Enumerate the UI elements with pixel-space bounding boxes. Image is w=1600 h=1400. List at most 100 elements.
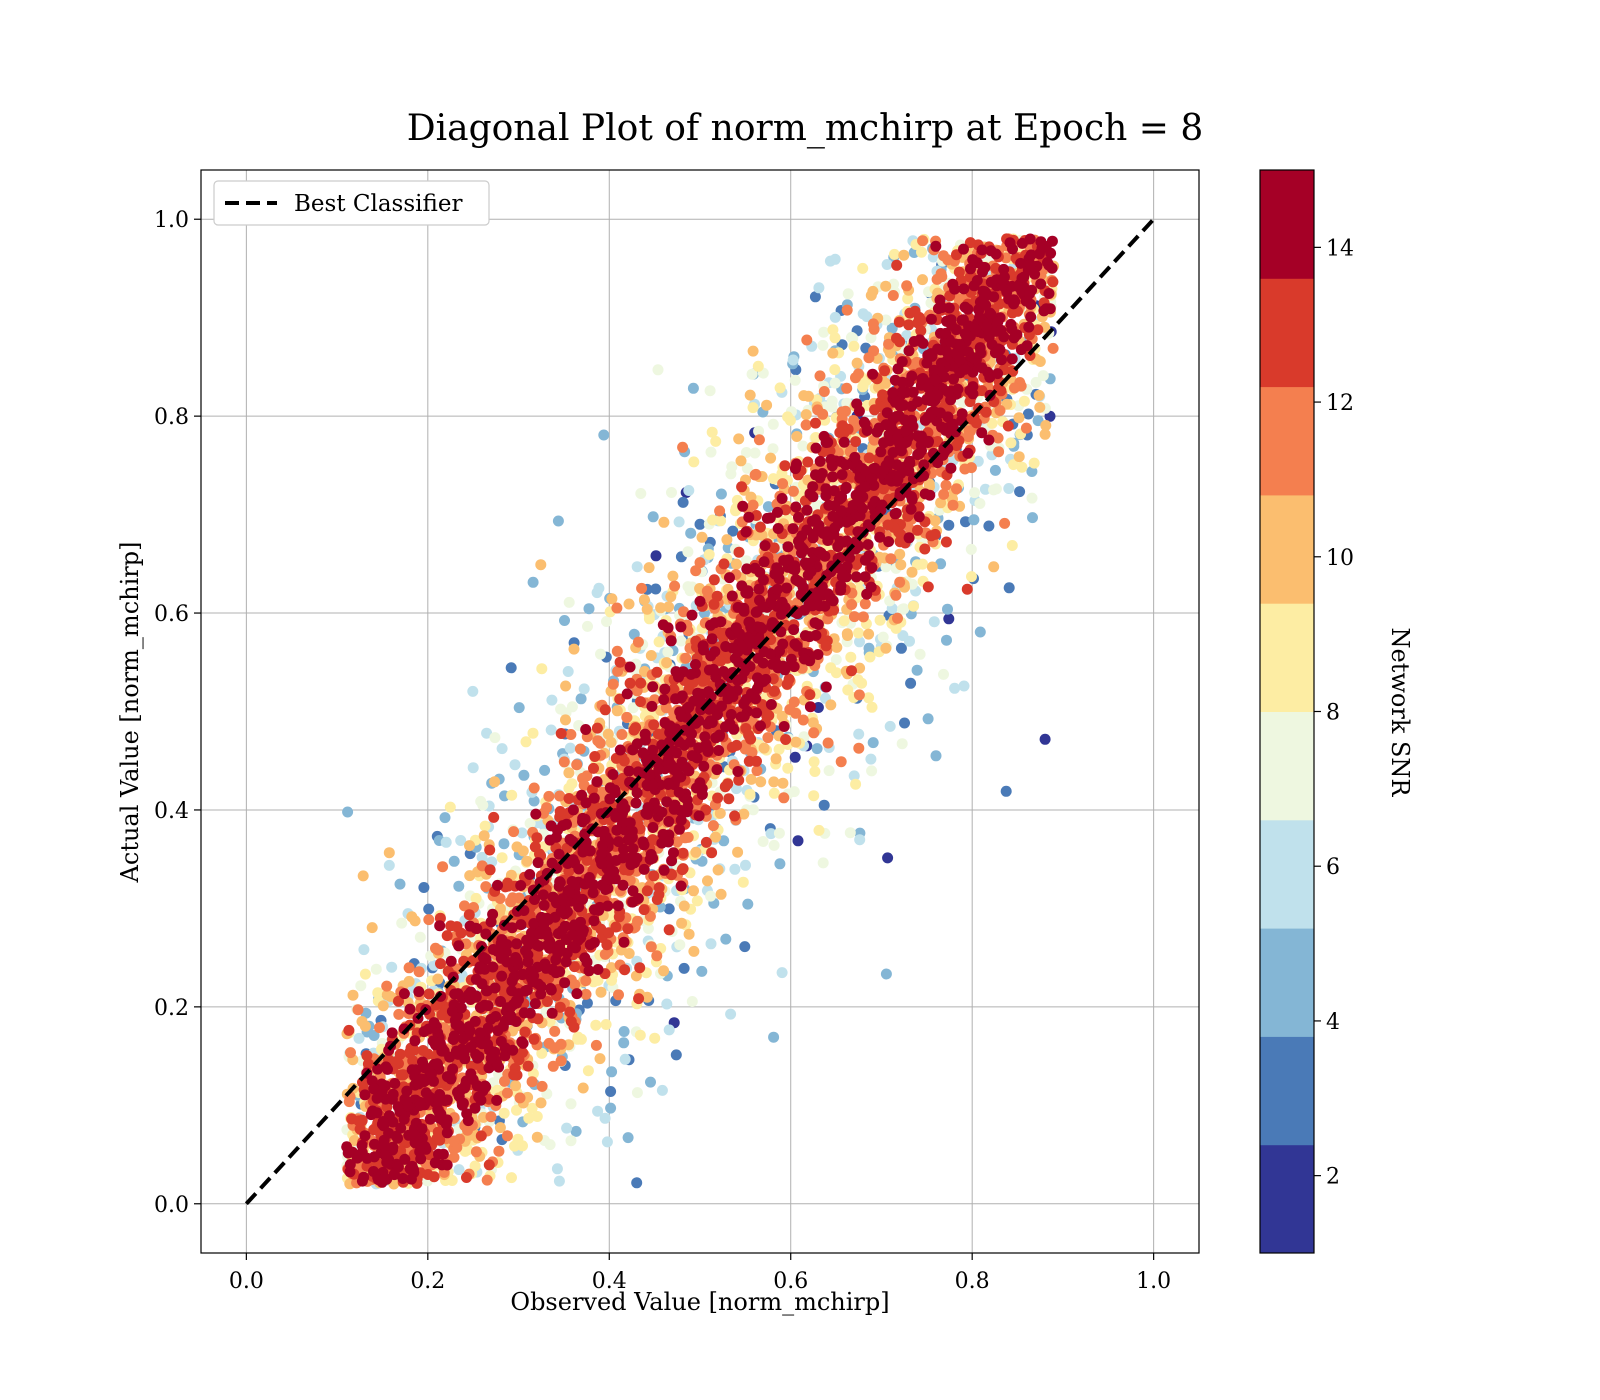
scatter-point <box>554 790 566 802</box>
scatter-point <box>969 487 980 499</box>
scatter-point <box>599 948 611 960</box>
scatter-point <box>859 598 871 610</box>
scatter-point <box>1013 412 1025 424</box>
scatter-point <box>634 1029 646 1041</box>
scatter-point <box>908 600 919 612</box>
scatter-point <box>528 782 540 794</box>
scatter-point <box>496 743 508 755</box>
scatter-point <box>826 395 838 407</box>
scatter-point <box>865 332 877 344</box>
scatter-point <box>343 1096 355 1108</box>
scatter-point <box>867 318 879 330</box>
scatter-point <box>580 975 592 987</box>
scatter-point <box>1003 582 1015 594</box>
scatter-point <box>677 441 689 453</box>
scatter-point <box>942 603 953 615</box>
scatter-point <box>574 743 586 755</box>
scatter-point <box>776 710 788 722</box>
scatter-point <box>820 640 832 652</box>
scatter-point <box>1030 376 1042 388</box>
scatter-point <box>598 429 610 441</box>
scatter-point <box>501 1087 513 1099</box>
scatter-point <box>707 820 719 832</box>
scatter-point <box>746 368 758 380</box>
scatter-point <box>1047 276 1059 288</box>
scatter-point <box>469 1160 481 1172</box>
scatter-point <box>508 826 520 838</box>
scatter-point <box>966 571 977 583</box>
scatter-point <box>880 642 892 654</box>
scatter-point <box>938 488 950 500</box>
scatter-point <box>880 968 892 980</box>
scatter-point <box>372 987 384 999</box>
scatter-point <box>727 525 739 537</box>
scatter-point <box>1003 483 1015 494</box>
scatter-point <box>993 446 1005 458</box>
scatter-point <box>396 917 408 929</box>
scatter-point <box>517 1140 528 1152</box>
scatter-point <box>809 291 821 303</box>
scatter-point <box>818 326 830 338</box>
scatter-point <box>582 620 593 632</box>
scatter-point <box>741 462 753 474</box>
scatter-point <box>690 565 702 577</box>
scatter-point <box>635 488 647 499</box>
scatter-point <box>470 1146 482 1158</box>
scatter-point <box>650 583 662 595</box>
scatter-point <box>485 1111 497 1123</box>
scatter-point <box>345 1047 356 1059</box>
scatter-point <box>757 836 769 847</box>
scatter-point <box>1009 382 1020 394</box>
scatter-point <box>673 516 685 528</box>
scatter-point <box>829 364 841 376</box>
scatter-point <box>531 1131 543 1143</box>
scatter-point <box>583 603 595 615</box>
scatter-point <box>989 464 1001 476</box>
scatter-point <box>636 582 648 594</box>
scatter-point <box>812 702 824 713</box>
scatter-point <box>526 1076 538 1088</box>
scatter-point <box>592 735 604 747</box>
scatter-point <box>861 311 873 323</box>
scatter-point <box>999 517 1011 529</box>
scatter-point <box>810 432 822 443</box>
scatter-point <box>706 847 718 859</box>
scatter-point <box>881 259 893 270</box>
scatter-point <box>905 677 917 689</box>
scatter-point <box>747 402 759 414</box>
scatter-point <box>565 1135 577 1147</box>
scatter-point <box>342 806 354 818</box>
scatter-point <box>543 790 555 802</box>
scatter-point <box>589 751 601 762</box>
scatter-point <box>901 280 913 292</box>
scatter-point <box>891 259 903 271</box>
scatter-point <box>790 736 802 748</box>
scatter-point <box>523 1112 535 1124</box>
scatter-point <box>961 583 973 595</box>
scatter-point <box>916 246 927 258</box>
scatter-point <box>455 835 467 846</box>
scatter-point <box>827 347 839 359</box>
scatter-point <box>733 433 745 445</box>
scatter-point <box>809 766 821 777</box>
scatter-point <box>489 776 501 788</box>
scatter-point <box>648 870 660 882</box>
scatter-point <box>705 938 717 950</box>
scatter-point <box>591 722 603 734</box>
scatter-point <box>747 499 759 511</box>
scatter-point <box>505 896 517 908</box>
scatter-point <box>1037 370 1049 382</box>
scatter-point <box>884 720 896 732</box>
scatter-point <box>565 1098 577 1110</box>
scatter-point <box>777 777 789 789</box>
scatter-point <box>484 864 496 876</box>
scatter-point <box>1034 401 1046 413</box>
scatter-point <box>539 764 551 776</box>
scatter-point <box>683 485 695 496</box>
scatter-point <box>864 651 876 663</box>
scatter-point <box>745 773 757 785</box>
scatter-point <box>773 743 785 755</box>
scatter-point <box>508 1069 520 1081</box>
scatter-point <box>605 1086 617 1097</box>
scatter-point <box>917 558 929 570</box>
